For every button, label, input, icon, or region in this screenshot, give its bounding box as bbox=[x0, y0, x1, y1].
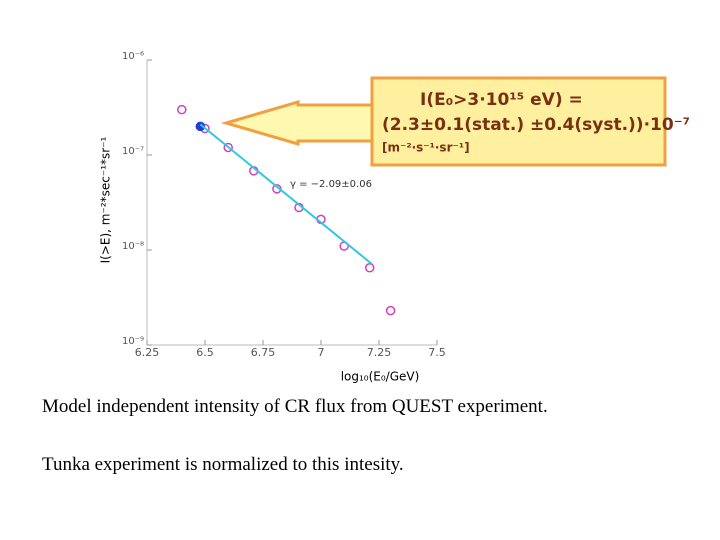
y-tick-label: 10⁻⁸ bbox=[122, 241, 144, 252]
y-axis-label: I(>E), m⁻²*sec⁻¹*sr⁻¹ bbox=[99, 136, 113, 263]
data-point bbox=[223, 142, 233, 153]
x-axis-label: log₁₀(E₀/GeV) bbox=[341, 370, 420, 384]
annotation-line: I(E₀>3·10¹⁵ eV) = bbox=[420, 90, 583, 110]
x-tick-label: 6.25 bbox=[135, 346, 160, 359]
annotation-line: [m⁻²·s⁻¹·sr⁻¹] bbox=[382, 141, 470, 155]
data-point bbox=[177, 104, 187, 115]
x-tick-label: 7 bbox=[318, 346, 325, 359]
x-tick-label: 7.25 bbox=[367, 346, 392, 359]
arrow bbox=[220, 100, 374, 146]
y-tick-label: 10⁻⁶ bbox=[122, 51, 144, 62]
y-tick-label: 10⁻⁷ bbox=[122, 146, 144, 157]
data-point bbox=[385, 305, 396, 316]
annotation-line: (2.3±0.1(stat.) ±0.4(syst.))·10⁻⁷ bbox=[382, 115, 690, 135]
fit-label: γ = −2.09±0.06 bbox=[290, 179, 372, 190]
x-tick-label: 6.75 bbox=[251, 346, 276, 359]
caption: Model independent intensity of CR flux f… bbox=[42, 396, 548, 417]
data-point bbox=[364, 263, 375, 273]
x-tick-label: 7.5 bbox=[428, 346, 446, 359]
annotation-box bbox=[370, 76, 667, 167]
fit-line bbox=[199, 123, 373, 265]
x-tick-label: 6.5 bbox=[196, 346, 214, 359]
y-tick-label: 10⁻⁹ bbox=[122, 336, 144, 347]
caption: Tunka experiment is normalized to this i… bbox=[42, 454, 404, 475]
